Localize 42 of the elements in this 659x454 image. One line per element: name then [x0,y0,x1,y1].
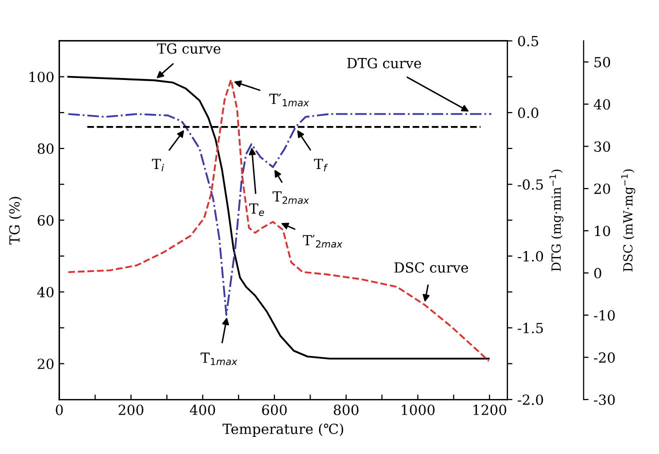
annotation: T′$_{1max}$ [269,94,310,106]
y3-tick-label: 30 [594,141,610,152]
annotation: T′$_{2max}$ [302,235,343,248]
y3-tick-label: 20 [594,184,610,194]
y3-tick-label: 50 [594,56,610,68]
x-tick-label: 1000 [402,404,435,416]
annotation: TG curve [157,43,220,54]
y-tick-label: 20 [38,358,54,370]
y2-tick-label: -2.0 [518,394,544,405]
y3-tick-label: 10 [595,226,610,236]
x-axis-title: Temperature (℃) [222,423,344,437]
y2-tick-label: -1.0 [518,251,544,262]
y-axis-title: TG (%) [8,196,22,244]
y3-tick-label: -10 [594,310,615,321]
annotation: T$_{1max}$ [200,352,238,366]
y3-axis-title: DSC (mW·mg$^{−1}$) [621,169,636,272]
x-tick-label: 200 [118,404,144,416]
y3-tick-label: 40 [594,99,610,110]
y3-tick-label: -30 [594,394,615,405]
y2-tick-label: -0.5 [518,179,543,190]
y3-tick-label: -20 [594,352,615,363]
y-tick-label: 60 [38,215,54,226]
x-tick-label: 1200 [474,404,506,416]
y2-tick-label: -1.5 [518,322,543,334]
annotation: T$_{2max}$ [272,191,310,204]
y-tick-label: 80 [38,143,54,154]
annotation: T$_{i}$ [152,158,164,172]
y2-tick-label: 0.5 [518,36,538,46]
y3-tick-label: 0 [594,268,602,278]
y2-axis-title: DTG (mg·min$^{−1}$) [549,170,564,272]
x-tick-label: 0 [56,404,63,416]
annotation: DSC curve [394,262,468,273]
x-tick-label: 800 [334,404,358,416]
y-tick-label: 100 [30,72,54,82]
y-tick-label: 40 [37,286,54,298]
x-tick-label: 600 [262,404,287,416]
annotation: T$_{f}$ [314,158,328,172]
x-tick-label: 400 [190,404,216,416]
annotation: DTG curve [347,58,422,68]
line-series [67,113,492,316]
y2-tick-label: 0.0 [518,108,538,118]
annotation: T$_{e}$ [249,203,264,216]
